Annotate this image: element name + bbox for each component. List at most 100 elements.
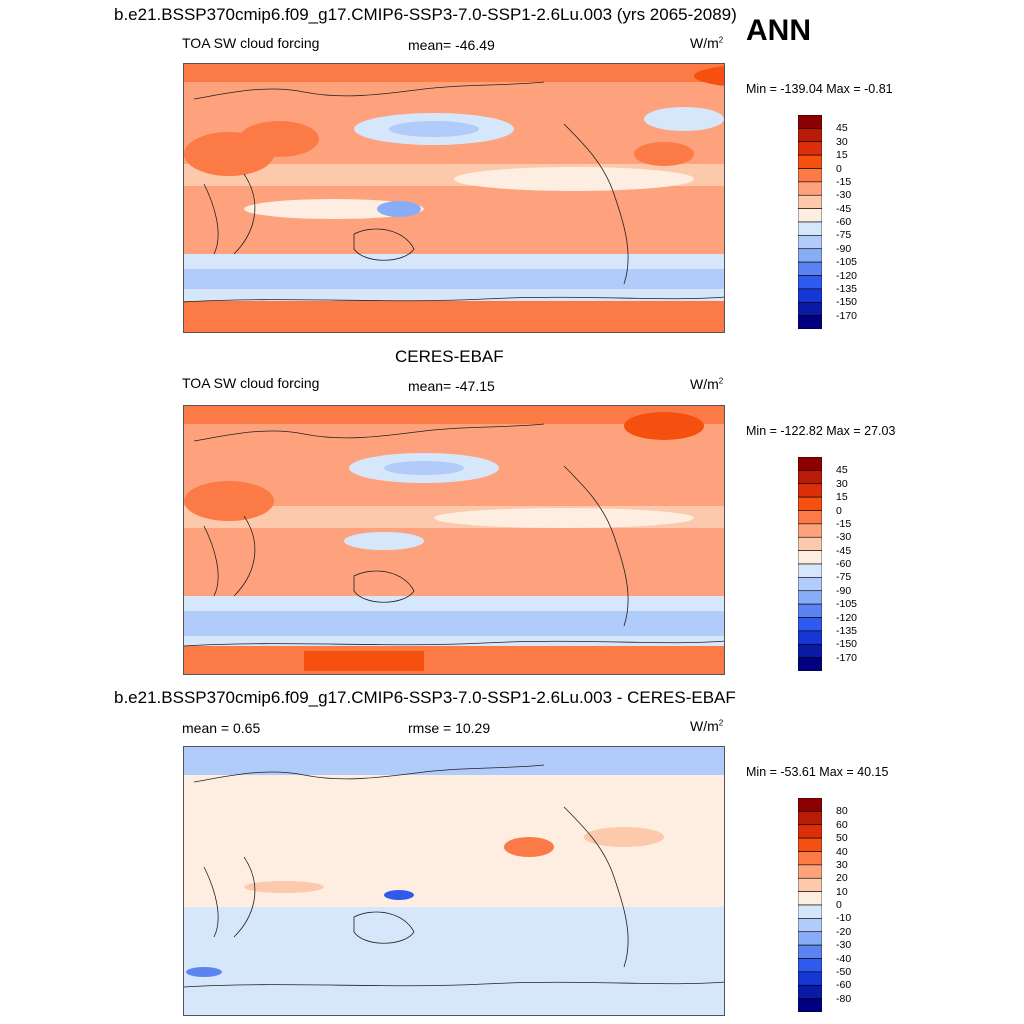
- colorbar-tick-label: -75: [836, 571, 852, 584]
- panel1-title: b.e21.BSSP370cmip6.f09_g17.CMIP6-SSP3-7.…: [114, 5, 737, 24]
- colorbar-swatch: [798, 248, 822, 263]
- colorbar-tick-label: -10: [836, 912, 852, 925]
- colorbar-swatch: [798, 643, 822, 658]
- panel3-units-text: W/m: [690, 718, 719, 734]
- colorbar-tick-label: -60: [836, 558, 852, 570]
- panel3-colorbar: [798, 798, 822, 1012]
- colorbar-tick-label: -30: [836, 531, 852, 544]
- panel3-rmse-label: rmse = 10.29: [408, 720, 491, 736]
- colorbar-swatch: [798, 824, 822, 839]
- colorbar-tick-label: -60: [836, 216, 852, 228]
- colorbar-tick-label: -170: [836, 309, 858, 322]
- panel2-units-text: W/m: [690, 376, 719, 392]
- colorbar-tick-label: 40: [836, 845, 848, 858]
- colorbar-swatch: [798, 221, 822, 236]
- colorbar-tick-label: -90: [836, 242, 852, 255]
- colorbar-swatch: [798, 958, 822, 973]
- colorbar-swatch: [798, 315, 822, 329]
- colorbar-tick-label: 0: [836, 504, 842, 517]
- colorbar-tick-label: -30: [836, 189, 852, 202]
- colorbar-swatch: [798, 563, 822, 578]
- colorbar-tick-label: 45: [836, 122, 848, 135]
- colorbar-swatch: [798, 864, 822, 879]
- season-label: ANN: [746, 14, 811, 47]
- colorbar-tick-label: -105: [836, 256, 858, 269]
- colorbar-tick-label: -150: [836, 638, 858, 651]
- colorbar-tick-label: 30: [836, 858, 848, 871]
- panel2-minmax: Min = -122.82 Max = 27.03: [746, 424, 896, 438]
- colorbar-tick-label: -90: [836, 584, 852, 597]
- colorbar-swatch: [798, 630, 822, 645]
- colorbar-swatch: [798, 523, 822, 538]
- colorbar-tick-label: 20: [836, 872, 848, 885]
- colorbar-swatch: [798, 470, 822, 485]
- colorbar-tick-label: 0: [836, 899, 842, 911]
- colorbar-tick-label: -80: [836, 992, 852, 1005]
- panel3-map: [183, 746, 725, 1016]
- colorbar-swatch: [798, 657, 822, 671]
- colorbar-tick-label: 30: [836, 477, 848, 490]
- panel1-map: [183, 63, 725, 333]
- colorbar-tick-label: 80: [836, 805, 848, 818]
- colorbar-tick-label: 45: [836, 464, 848, 477]
- colorbar-swatch: [798, 141, 822, 156]
- colorbar-tick-label: -40: [836, 952, 852, 965]
- colorbar-swatch: [798, 984, 822, 999]
- colorbar-swatch: [798, 261, 822, 276]
- panel1-units-text: W/m: [690, 35, 719, 51]
- colorbar-swatch: [798, 603, 822, 618]
- colorbar-tick-label: -150: [836, 296, 858, 309]
- colorbar-tick-label: 30: [836, 135, 848, 148]
- colorbar-swatch: [798, 483, 822, 498]
- colorbar-swatch: [798, 931, 822, 946]
- colorbar-tick-label: -45: [836, 202, 852, 215]
- panel2-mean-label: mean= -47.15: [408, 378, 495, 394]
- colorbar-swatch: [798, 971, 822, 986]
- colorbar-swatch: [798, 194, 822, 209]
- panel3-title: b.e21.BSSP370cmip6.f09_g17.CMIP6-SSP3-7.…: [114, 688, 736, 707]
- colorbar-tick-label: -15: [836, 517, 852, 530]
- panel2-units: W/m2: [690, 376, 723, 392]
- colorbar-swatch: [798, 208, 822, 223]
- colorbar-swatch: [798, 617, 822, 632]
- colorbar-swatch: [798, 550, 822, 565]
- panel3-units: W/m2: [690, 718, 723, 734]
- colorbar-tick-label: 50: [836, 832, 848, 845]
- colorbar-swatch: [798, 128, 822, 143]
- colorbar-tick-label: -60: [836, 979, 852, 992]
- panel1-colorbar-svg: [798, 115, 822, 329]
- colorbar-tick-label: -15: [836, 175, 852, 188]
- panel3-colorbar-svg: [798, 798, 822, 1012]
- colorbar-tick-label: -30: [836, 939, 852, 952]
- panel2-colorbar-labels: 45 30 15 0 -15 -30 -45 -60 -75 -90 -105 -120 -135 -15…: [836, 457, 876, 671]
- colorbar-swatch: [798, 944, 822, 959]
- colorbar-swatch: [798, 536, 822, 551]
- colorbar-swatch: [798, 904, 822, 919]
- colorbar-swatch: [798, 235, 822, 250]
- panel1-variable-label: TOA SW cloud forcing: [182, 35, 320, 51]
- colorbar-tick-label: 0: [836, 162, 842, 175]
- colorbar-tick-label: -105: [836, 598, 858, 611]
- panel3-colorbar-labels: 80 60 50 40 30 20 10 0 -10 -20 -30 -40 -50 -60 -80: [836, 798, 876, 1012]
- colorbar-swatch: [798, 154, 822, 169]
- colorbar-tick-label: -120: [836, 611, 858, 624]
- colorbar-tick-label: -50: [836, 965, 852, 978]
- panel1-colorbar: [798, 115, 822, 329]
- colorbar-swatch: [798, 918, 822, 933]
- colorbar-swatch: [798, 891, 822, 906]
- panel2-variable-label: TOA SW cloud forcing: [182, 375, 320, 391]
- colorbar-swatch: [798, 798, 822, 812]
- colorbar-swatch: [798, 275, 822, 290]
- colorbar-swatch: [798, 877, 822, 892]
- panel1-mean-label: mean= -46.49: [408, 37, 495, 53]
- panel1-map-svg: [184, 64, 724, 332]
- panel1-colorbar-labels: 45 30 15 0 -15 -30 -45 -60 -75 -90 -105 -120 -135 -15…: [836, 115, 876, 329]
- colorbar-swatch: [798, 288, 822, 303]
- panel3-mean-label: mean = 0.65: [182, 720, 261, 736]
- colorbar-swatch: [798, 510, 822, 525]
- panel3-units-sup: 2: [718, 718, 724, 728]
- colorbar-swatch: [798, 457, 822, 471]
- panel1-units-sup: 2: [718, 35, 724, 45]
- colorbar-tick-label: 60: [836, 818, 848, 831]
- colorbar-swatch: [798, 577, 822, 592]
